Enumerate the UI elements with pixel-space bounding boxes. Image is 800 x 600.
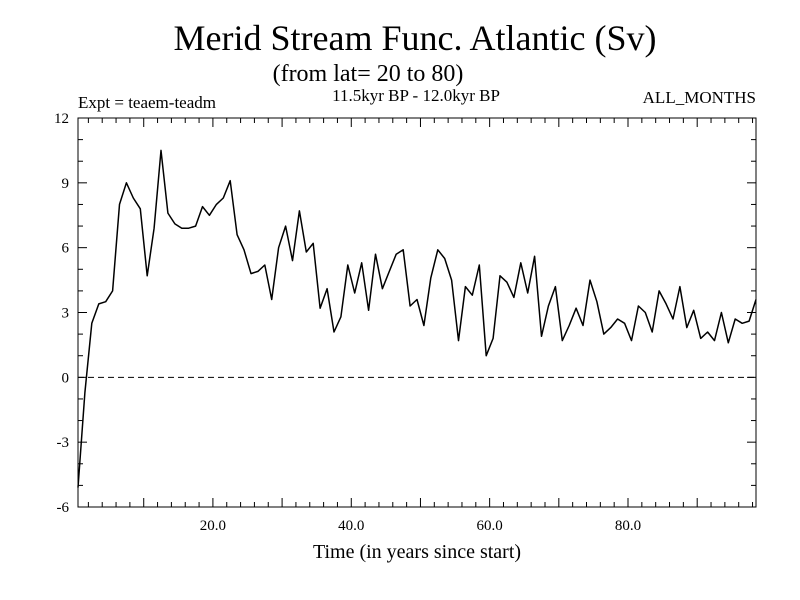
y-tick-label: 0 <box>62 370 70 386</box>
x-tick-label: 80.0 <box>615 518 641 534</box>
months-label: ALL_MONTHS <box>643 88 756 107</box>
period-label: 11.5kyr BP - 12.0kyr BP <box>332 86 500 105</box>
y-tick-label: 12 <box>54 111 69 127</box>
plot-area: -6 -3 0 3 6 9 12 20.0 40.0 60.0 80.0 <box>54 111 757 534</box>
chart-subtitle: (from lat= 20 to 80) <box>273 61 464 87</box>
chart-title: Merid Stream Func. Atlantic (Sv) <box>174 18 657 58</box>
x-axis-label: Time (in years since start) <box>313 541 521 563</box>
x-tick-label: 20.0 <box>200 518 226 534</box>
y-tick-label: 6 <box>62 241 70 257</box>
y-tick-label: -6 <box>57 500 70 516</box>
x-tick-label: 40.0 <box>338 518 364 534</box>
y-tick-label: 9 <box>62 176 70 192</box>
y-tick-label: -3 <box>57 435 70 451</box>
y-tick-label: 3 <box>62 306 70 322</box>
x-tick-label: 60.0 <box>477 518 503 534</box>
plot-frame <box>77 117 757 508</box>
series-line <box>77 149 757 488</box>
experiment-label: Expt = teaem-teadm <box>78 93 216 112</box>
